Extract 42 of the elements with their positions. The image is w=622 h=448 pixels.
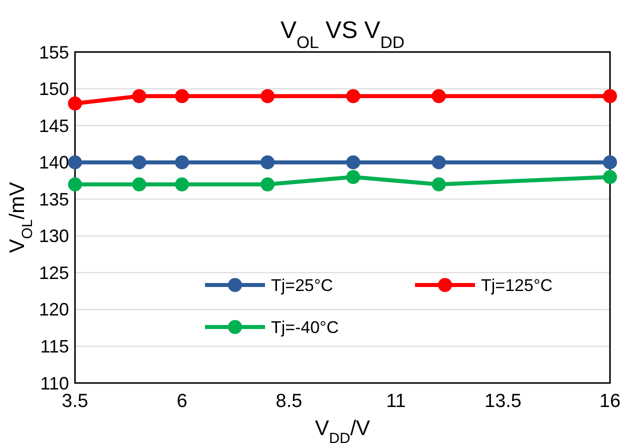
point [346,170,360,184]
point [432,155,446,170]
y-tick-label: 155 [38,42,69,62]
x-axis-title: V$_{DD}$/V [314,417,370,447]
y-tick-label: 130 [38,226,69,246]
x-tick-label: 8.5 [276,391,302,412]
chart-title: V$_{OL}$ VS V$_{DD}$ [280,17,405,52]
point [603,170,617,184]
legend-label: Tj=-40°C [271,318,339,337]
legend-label: Tj=125°C [481,276,553,295]
y-tick-label: 125 [38,262,69,283]
point [132,89,146,104]
point [132,155,146,170]
point [175,177,189,192]
y-tick-label: 145 [38,116,69,136]
point [346,89,360,104]
point [603,89,617,104]
point [68,96,82,110]
point [260,155,275,170]
y-tick-label: 120 [38,300,69,320]
point [346,155,360,170]
point [68,155,82,170]
y-tick-label: 110 [40,373,69,394]
point [603,155,617,170]
x-tick-label: 6 [176,391,188,412]
point [260,177,275,192]
point [132,177,146,192]
y-tick-label: 135 [38,189,69,210]
legend-label: Tj=25°C [271,276,334,295]
point [68,177,82,192]
y-tick-label: 115 [40,336,69,357]
y-tick-label: 150 [38,79,69,100]
point [260,89,275,104]
point [175,89,189,104]
x-tick-label: 16 [599,391,621,412]
point [432,89,446,104]
x-tick-label: 13.5 [484,391,522,412]
x-tick-label: 11 [386,391,406,412]
point [175,155,189,170]
x-tick-label: 3.5 [62,391,88,412]
point [432,177,446,192]
y-tick-label: 140 [38,152,69,173]
